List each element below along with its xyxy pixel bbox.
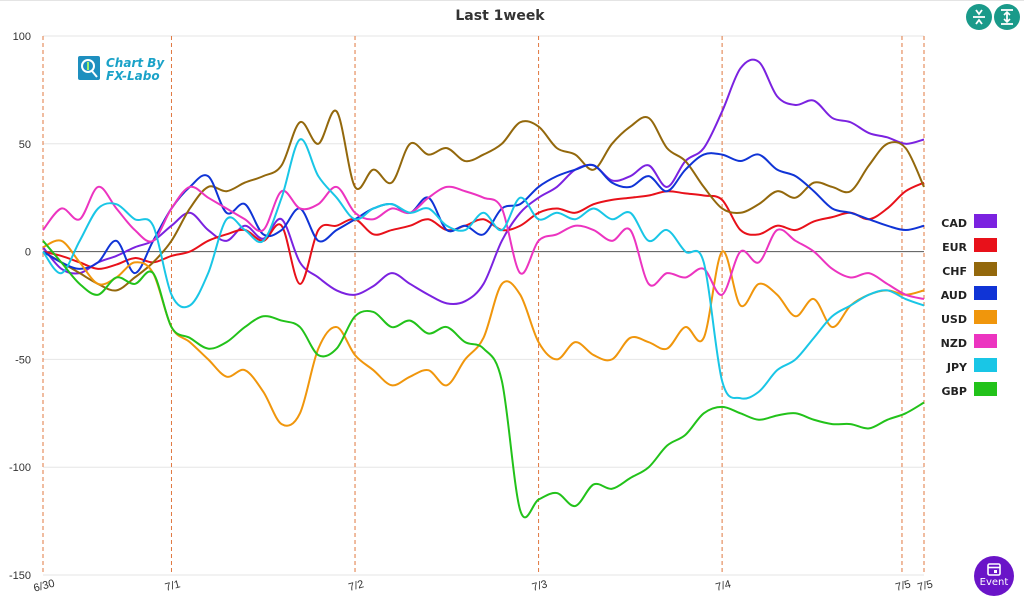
legend-label: NZD	[940, 337, 967, 350]
x-tick-label: 7/5	[916, 578, 934, 594]
y-tick-label: -50	[15, 354, 31, 366]
legend-label: CAD	[941, 217, 967, 230]
legend-item-eur[interactable]: EUR	[930, 236, 1000, 260]
legend-swatch	[974, 382, 997, 396]
logo-line1: Chart By	[106, 56, 165, 70]
legend-label: AUD	[940, 289, 967, 302]
event-button[interactable]: Event	[974, 556, 1014, 596]
legend-item-cad[interactable]: CAD	[930, 212, 1000, 236]
logo-line2: FX-Labo	[106, 69, 160, 83]
calendar-icon	[987, 563, 1001, 576]
series-line-eur	[42, 181, 925, 285]
legend-swatch	[974, 214, 997, 228]
legend-swatch	[974, 334, 997, 348]
y-tick-label: 0	[25, 247, 31, 259]
legend-item-aud[interactable]: AUD	[930, 284, 1000, 308]
series-line-jpy	[42, 138, 925, 400]
series-line-cad	[42, 58, 925, 305]
x-tick-label: 7/5	[894, 578, 912, 594]
legend-item-chf[interactable]: CHF	[930, 260, 1000, 284]
legend-item-gbp[interactable]: GBP	[930, 380, 1000, 404]
series-line-gbp	[42, 240, 925, 519]
chart-title: Last 1week	[455, 8, 545, 24]
legend-swatch	[974, 286, 997, 300]
y-tick-label: -150	[9, 570, 31, 582]
series-line-nzd	[42, 185, 925, 301]
legend-swatch	[974, 358, 997, 372]
legend-label: JPY	[946, 361, 967, 374]
legend-swatch	[974, 262, 997, 276]
legend-swatch	[974, 310, 997, 324]
series-line-usd	[42, 239, 925, 427]
series-line-chf	[42, 109, 925, 292]
legend-swatch	[974, 238, 997, 252]
legend-item-usd[interactable]: USD	[930, 308, 1000, 332]
legend-item-nzd[interactable]: NZD	[930, 332, 1000, 356]
collapse-vertical-icon	[973, 9, 985, 25]
event-button-label: Event	[979, 577, 1009, 588]
legend-label: CHF	[942, 265, 967, 278]
x-tick-label: 7/1	[164, 578, 182, 594]
chart-legend: CAD EUR CHF AUD USD NZD JPY GBP	[930, 212, 1000, 404]
chart-logo-icon	[78, 56, 100, 80]
legend-label: GBP	[941, 385, 967, 398]
y-tick-label: 100	[13, 31, 31, 43]
collapse-vertical-button[interactable]	[966, 4, 992, 30]
x-tick-label: 7/2	[347, 578, 365, 594]
top-rule	[0, 0, 1024, 1]
x-tick-label: 7/3	[531, 578, 549, 594]
y-tick-label: -100	[9, 462, 31, 474]
expand-vertical-icon	[1001, 9, 1013, 25]
expand-vertical-button[interactable]	[994, 4, 1020, 30]
y-tick-label: 50	[19, 139, 31, 151]
x-tick-label: 6/30	[32, 578, 56, 595]
legend-label: USD	[941, 313, 967, 326]
x-tick-label: 7/4	[714, 578, 732, 594]
legend-item-jpy[interactable]: JPY	[930, 356, 1000, 380]
chart-logo: Chart By FX-Labo	[78, 56, 178, 86]
legend-label: EUR	[942, 241, 967, 254]
